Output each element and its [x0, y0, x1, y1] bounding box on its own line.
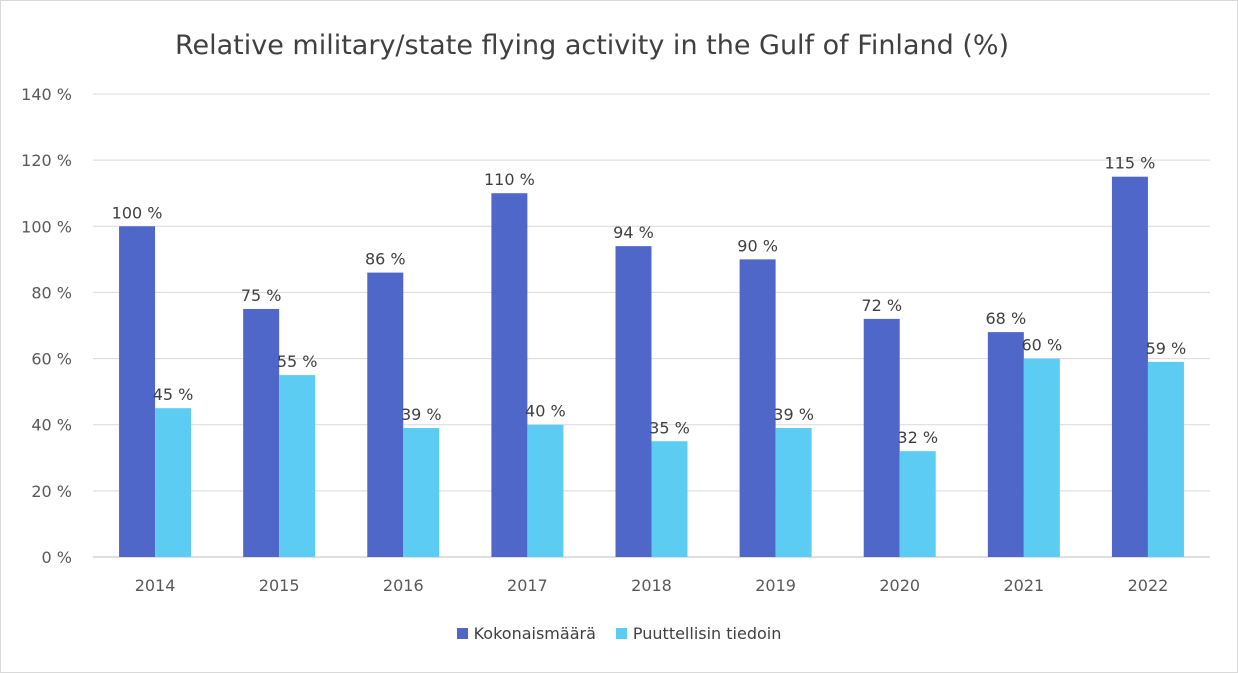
x-tick-label: 2015: [259, 576, 300, 595]
bar: [987, 332, 1024, 557]
bar: [899, 451, 936, 557]
y-tick-label: 140 %: [21, 85, 72, 104]
y-tick-label: 60 %: [31, 350, 72, 369]
y-tick-label: 0 %: [42, 548, 72, 567]
legend-swatch: [456, 628, 468, 639]
data-label: 45 %: [153, 385, 194, 404]
x-tick-label: 2014: [135, 576, 176, 595]
y-tick-label: 100 %: [21, 217, 72, 236]
legend: Kokonaismäärä Puuttellisin tiedoin: [0, 624, 1238, 643]
x-tick-label: 2021: [1003, 576, 1044, 595]
bar: [527, 424, 564, 557]
bar: [279, 375, 316, 557]
bar: [1111, 176, 1148, 557]
y-tick-label: 40 %: [31, 416, 72, 435]
legend-item-1: Puuttellisin tiedoin: [615, 624, 782, 643]
data-label: 40 %: [525, 402, 566, 421]
data-label: 86 %: [365, 250, 406, 269]
bar: [155, 408, 192, 557]
bar: [1023, 358, 1060, 557]
data-label: 75 %: [241, 286, 282, 305]
x-tick-label: 2017: [507, 576, 548, 595]
y-tick-label: 20 %: [31, 482, 72, 501]
x-tick-label: 2016: [383, 576, 424, 595]
chart-title: Relative military/state flying activity …: [174, 30, 1010, 61]
data-label: 72 %: [861, 296, 902, 315]
data-label: 110 %: [484, 170, 535, 189]
data-label: 39 %: [401, 405, 442, 424]
bar: [403, 428, 440, 557]
bar: [739, 259, 776, 557]
legend-item-0: Kokonaismäärä: [456, 624, 596, 643]
bar: [1147, 361, 1184, 557]
bar: [243, 308, 280, 557]
x-tick-label: 2019: [755, 576, 796, 595]
bar: [863, 318, 900, 557]
data-label: 115 %: [1105, 154, 1156, 173]
data-label: 100 %: [112, 203, 163, 222]
x-tick-label: 2020: [879, 576, 920, 595]
data-label: 55 %: [277, 352, 318, 371]
data-label: 32 %: [897, 428, 938, 447]
data-label: 90 %: [737, 236, 778, 255]
bar: [367, 272, 404, 557]
x-tick-label: 2022: [1128, 576, 1169, 595]
data-label: 68 %: [986, 309, 1027, 328]
bar: [651, 441, 688, 557]
y-tick-label: 120 %: [21, 151, 72, 170]
legend-swatch: [615, 628, 627, 639]
bar: [119, 226, 156, 558]
x-tick-label: 2018: [631, 576, 672, 595]
data-label: 59 %: [1146, 339, 1187, 358]
legend-label: Puuttellisin tiedoin: [632, 624, 782, 643]
data-label: 35 %: [649, 418, 690, 437]
y-tick-label: 80 %: [31, 283, 72, 302]
bar: [491, 193, 528, 557]
bar: [775, 428, 812, 557]
data-label: 94 %: [613, 223, 654, 242]
data-label: 39 %: [773, 405, 814, 424]
data-label: 60 %: [1022, 336, 1063, 355]
legend-label: Kokonaismäärä: [473, 624, 596, 643]
bar: [615, 246, 652, 557]
